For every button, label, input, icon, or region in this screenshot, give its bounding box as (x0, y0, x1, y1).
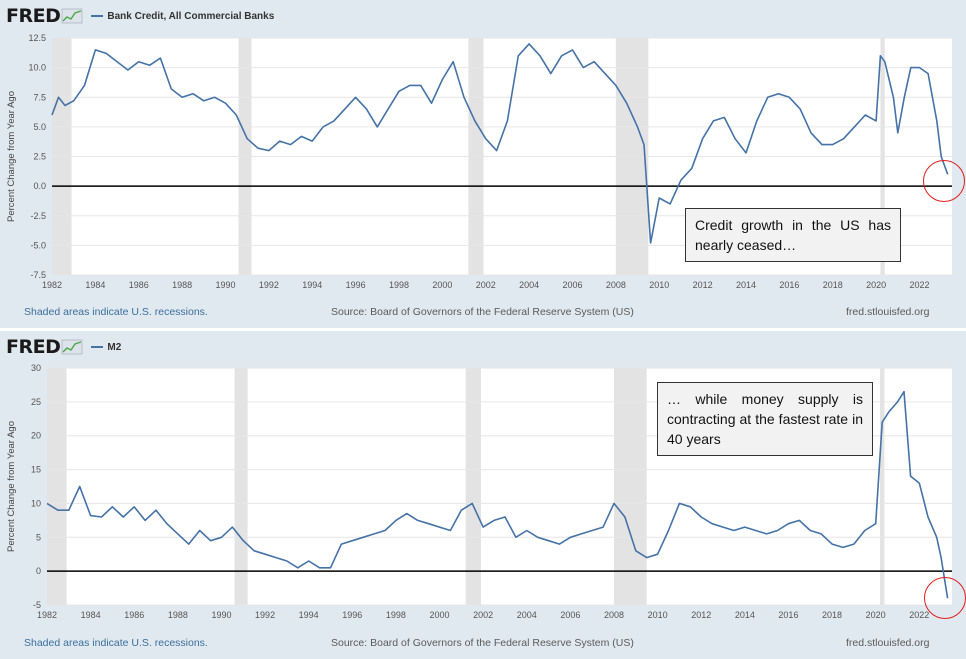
x-tick-label: 2018 (823, 280, 843, 290)
x-tick-label: 2010 (648, 610, 668, 620)
y-tick-label: -5 (33, 600, 41, 610)
legend-swatch (91, 15, 104, 17)
x-tick-label: 2000 (430, 610, 450, 620)
x-tick-label: 2020 (866, 610, 886, 620)
series-line (51, 43, 949, 244)
series-line (46, 390, 949, 599)
x-tick-label: 2014 (735, 610, 755, 620)
recession-note: Shaded areas indicate U.S. recessions. (24, 306, 208, 318)
x-tick-label: 1982 (37, 610, 57, 620)
x-tick-label: 1994 (302, 280, 322, 290)
x-tick-label: 1994 (299, 610, 319, 620)
x-tick-label: 2020 (866, 280, 886, 290)
y-tick-label: 5.0 (33, 122, 46, 132)
y-tick-label: 0.0 (33, 181, 46, 191)
x-tick-label: 1992 (259, 280, 279, 290)
x-tick-label: 1996 (346, 280, 366, 290)
y-tick-label: -2.5 (30, 211, 46, 221)
fred-graph-icon (62, 339, 83, 355)
recession-band (613, 368, 647, 605)
credit-growth-callout: Credit growth in the US has nearly cease… (685, 208, 901, 262)
fred-logo[interactable]: FRED (6, 5, 61, 27)
x-tick-label: 2008 (606, 280, 626, 290)
fred-link[interactable]: fred.stlouisfed.org (846, 306, 930, 318)
x-tick-label: 2022 (909, 280, 929, 290)
legend-series-label: Bank Credit, All Commercial Banks (107, 10, 275, 22)
y-tick-label: -7.5 (30, 270, 46, 280)
x-tick-label: 2004 (517, 610, 537, 620)
highlight-circle (923, 160, 965, 202)
x-tick-label: 2004 (519, 280, 539, 290)
source-note: Source: Board of Governors of the Federa… (331, 306, 634, 318)
highlight-circle (924, 577, 966, 619)
y-tick-label: 7.5 (33, 92, 46, 102)
x-tick-label: 1982 (42, 280, 62, 290)
x-tick-label: 1988 (168, 610, 188, 620)
y-tick-label: 10.0 (28, 63, 46, 73)
x-tick-label: 2002 (476, 280, 496, 290)
fred-logo[interactable]: FRED (6, 336, 61, 358)
x-tick-label: 1998 (389, 280, 409, 290)
x-tick-label: 2006 (560, 610, 580, 620)
bank-credit-chart-panel: FRED Bank Credit, All Commercial Banks 1… (0, 0, 966, 328)
legend-swatch (91, 346, 104, 348)
x-tick-label: 1988 (172, 280, 192, 290)
x-tick-label: 1986 (124, 610, 144, 620)
source-note: Source: Board of Governors of the Federa… (331, 637, 634, 649)
x-tick-label: 2016 (778, 610, 798, 620)
y-axis-label: Percent Change from Year Ago (6, 91, 17, 222)
x-tick-label: 2016 (779, 280, 799, 290)
chart-header: FRED M2 (6, 336, 122, 358)
x-tick-label: 2008 (604, 610, 624, 620)
m2-chart-panel: FRED M2 30 25 20 15 10 5 0 -5 1982 1984 1986 1988 19… (0, 331, 966, 659)
x-tick-label: 1998 (386, 610, 406, 620)
recession-band (234, 368, 248, 605)
recession-band (880, 368, 885, 605)
y-tick-label: 12.5 (28, 33, 46, 43)
x-tick-label: 1984 (81, 610, 101, 620)
y-tick-label: 15 (31, 465, 41, 475)
recession-note: Shaded areas indicate U.S. recessions. (24, 637, 208, 649)
x-tick-label: 2010 (649, 280, 669, 290)
y-tick-label: 2.5 (33, 152, 46, 162)
x-tick-label: 1984 (85, 280, 105, 290)
legend-series-label: M2 (107, 341, 122, 353)
recession-band (465, 368, 481, 605)
y-tick-label: 0 (36, 566, 41, 576)
x-tick-label: 1990 (215, 280, 235, 290)
x-tick-label: 2012 (691, 610, 711, 620)
x-tick-label: 2022 (909, 610, 929, 620)
chart-header: FRED Bank Credit, All Commercial Banks (6, 5, 275, 27)
x-tick-label: 2002 (473, 610, 493, 620)
y-tick-label: 10 (31, 498, 41, 508)
x-tick-label: 2012 (693, 280, 713, 290)
y-tick-label: -5.0 (30, 240, 46, 250)
fred-graph-icon (62, 8, 83, 24)
x-tick-label: 2014 (736, 280, 756, 290)
y-tick-label: 30 (31, 363, 41, 373)
x-tick-label: 1992 (255, 610, 275, 620)
x-tick-label: 1986 (129, 280, 149, 290)
y-tick-label: 5 (36, 532, 41, 542)
x-tick-label: 2000 (432, 280, 452, 290)
y-tick-label: 20 (31, 431, 41, 441)
money-supply-callout: … while money supply is contracting at t… (657, 382, 873, 456)
x-tick-label: 1996 (342, 610, 362, 620)
x-tick-label: 2018 (822, 610, 842, 620)
x-tick-label: 1990 (211, 610, 231, 620)
x-tick-label: 2006 (562, 280, 582, 290)
fred-link[interactable]: fred.stlouisfed.org (846, 637, 930, 649)
y-tick-label: 25 (31, 397, 41, 407)
recession-band (47, 368, 67, 605)
y-axis-label: Percent Change from Year Ago (6, 421, 17, 552)
